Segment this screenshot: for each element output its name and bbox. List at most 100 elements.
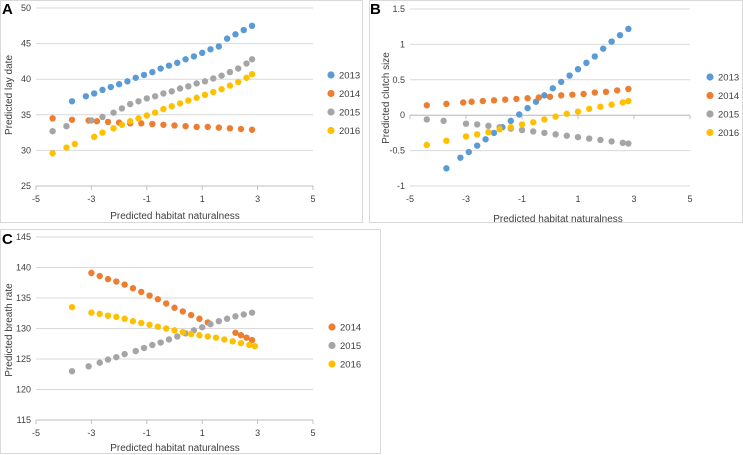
data-point-2015 [85,363,92,370]
data-point-2014 [443,100,450,108]
panel-c-ytick-label: 135 [16,293,31,303]
data-point-2013 [474,142,481,149]
data-point-2016 [104,312,112,319]
data-point-2014 [49,115,56,122]
legend-marker-2013 [327,71,335,79]
data-point-2015 [215,317,223,325]
data-point-2016 [423,141,430,149]
data-point-2014 [171,122,178,129]
data-point-2016 [154,323,162,330]
panel-c-ytick-label: 145 [16,232,31,242]
panel-a-xlabel: Predicted habitat naturalness [110,211,240,222]
panel-b: B -1 -0.5 0 0.5 1 1.5 -5 -3 -1 1 3 5 Predicted habi… [369,0,743,225]
data-point-2013 [215,43,223,50]
legend-marker-2014 [327,89,335,98]
data-point-2015 [140,344,148,352]
panel-c-legend: 2014 2015 2016 [328,323,361,371]
legend-marker-2015 [328,341,336,350]
data-point-2015 [104,356,112,363]
data-point-2014 [226,125,234,132]
data-point-2014 [215,124,223,131]
data-point-2016 [201,91,209,99]
panel-a-ylabel: Predicted lay date [4,55,15,135]
data-point-2014 [93,118,101,125]
data-point-2015 [176,85,184,92]
panel-a-border [0,0,363,223]
panel-a-xtick-label: -5 [32,194,40,204]
data-point-2015 [574,133,582,141]
data-point-2014 [182,122,189,130]
data-point-2014 [88,269,95,277]
data-point-2013 [132,74,139,81]
data-point-2016 [63,144,70,151]
data-point-2016 [530,119,537,126]
panel-c-ytick-label: 130 [16,324,31,334]
data-point-2016 [518,121,526,128]
data-point-2016 [619,99,626,106]
data-point-2015 [232,313,239,320]
data-point-2014 [138,288,145,296]
data-point-2016 [625,97,632,105]
data-point-2015 [541,129,548,137]
data-point-2014 [468,98,475,105]
panel-a-xtick-label: -3 [87,194,95,204]
data-point-2015 [597,136,604,144]
panel-a-xtick-label: 1 [200,194,205,204]
data-point-2016 [90,133,98,141]
panel-b-ytick-label: -0.5 [389,146,405,156]
data-point-2014 [171,304,178,311]
data-point-2014 [580,90,587,98]
data-point-2016 [99,129,106,136]
data-point-2013 [591,53,598,60]
data-point-2016 [118,121,126,128]
data-point-2015 [619,139,626,147]
data-point-2013 [248,22,256,29]
data-point-2016 [507,124,514,131]
panel-c-ytick-label: 120 [16,385,31,395]
data-point-2016 [597,103,604,110]
data-point-2016 [474,131,481,138]
panel-b-ytick-label: 1.5 [392,4,405,14]
data-point-2015 [68,368,76,375]
data-point-2016 [160,105,167,113]
data-point-2016 [68,303,76,311]
data-point-2013 [541,92,548,99]
data-point-2013 [443,165,450,172]
data-point-2015 [149,341,156,349]
panel-a-axes [35,185,314,190]
panel-a-xtick-label: 5 [310,194,315,204]
data-point-2013 [625,25,632,33]
data-point-2015 [165,336,173,343]
data-point-2016 [235,78,242,86]
data-point-2016 [113,313,120,321]
data-point-2016 [608,101,615,108]
data-point-2014 [138,120,145,127]
data-point-2015 [99,113,106,121]
legend-label-2016: 2016 [340,360,361,371]
data-point-2014 [625,85,632,93]
panel-c-ytick-label: 115 [17,415,31,425]
data-point-2014 [524,95,531,102]
data-point-2013 [207,46,214,53]
data-point-2016 [168,103,175,110]
panel-b-xtick-label: 5 [687,194,692,204]
data-point-2013 [465,148,472,156]
panel-c-ylabel: Predicted breath rate [4,283,15,377]
data-point-2015 [423,116,430,123]
data-point-2016 [443,137,450,144]
data-point-2013 [608,38,615,45]
data-point-2015 [608,138,615,145]
data-point-2014 [104,118,112,126]
legend-label-2016: 2016 [718,128,739,139]
data-point-2015 [199,324,206,331]
data-point-2015 [63,122,70,130]
data-point-2016 [212,334,220,341]
data-point-2015 [160,90,167,97]
data-point-2016 [129,317,137,325]
data-point-2016 [237,339,245,347]
data-point-2013 [174,59,181,67]
data-point-2016 [146,321,153,329]
panel-b-axes [409,114,691,120]
data-point-2014 [129,285,137,292]
panel-b-xtick-label: 1 [575,194,580,204]
